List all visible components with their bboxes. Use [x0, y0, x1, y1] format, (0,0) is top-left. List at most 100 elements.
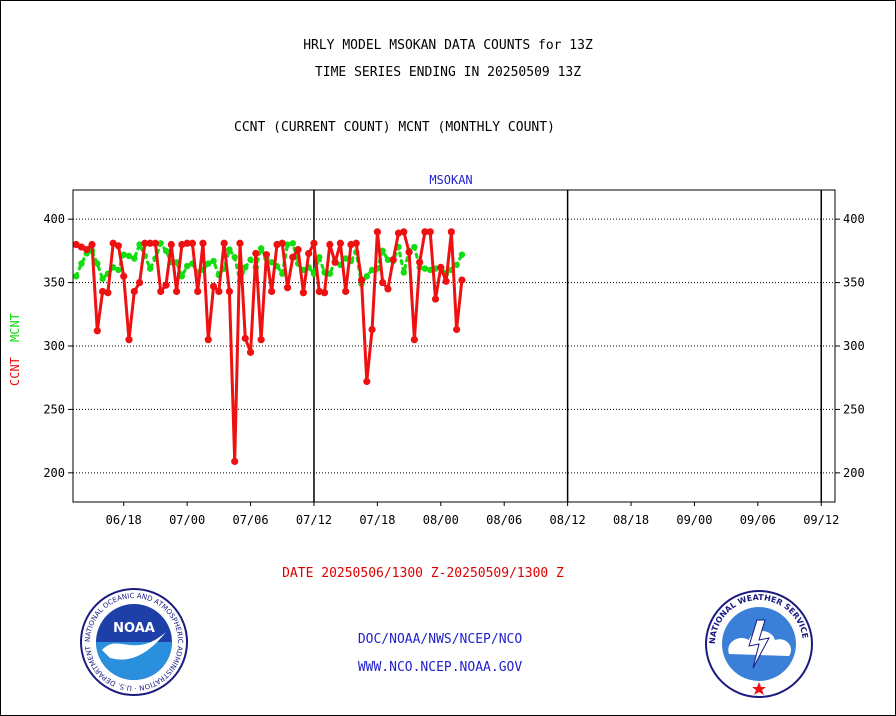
ccnt-data-point	[357, 276, 366, 284]
ccnt-data-point	[104, 289, 112, 297]
ccnt-data-point	[204, 336, 212, 344]
ccnt-data-point	[389, 256, 397, 264]
ccnt-data-point	[268, 287, 276, 296]
mcnt-data-point	[363, 273, 371, 280]
ccnt-data-point	[410, 336, 418, 344]
y-tick-label-right: 250	[843, 402, 865, 416]
x-tick-label: 09/06	[740, 513, 776, 527]
ccnt-data-point	[88, 240, 96, 249]
mcnt-data-point	[384, 256, 392, 263]
ccnt-data-point	[384, 285, 392, 293]
ccnt-data-point	[236, 239, 244, 247]
ccnt-data-point	[157, 287, 165, 296]
x-tick-label: 09/12	[803, 513, 839, 527]
mcnt-data-point	[379, 247, 386, 255]
y-label-mcnt: MCNT	[8, 313, 22, 342]
y-axis-label: CCNT MCNT	[8, 313, 22, 386]
mcnt-data-point	[183, 262, 191, 270]
ccnt-data-point	[188, 239, 197, 247]
y-label-ccnt: CCNT	[8, 357, 22, 386]
ccnt-data-point	[283, 284, 292, 292]
ccnt-data-point	[183, 239, 191, 247]
doc-link[interactable]: DOC/NOAA/NWS/NCEP/NCO	[357, 632, 523, 647]
ccnt-data-point	[220, 239, 228, 247]
mcnt-data-point	[210, 257, 217, 265]
ccnt-data-point	[172, 287, 181, 296]
mcnt-data-point	[421, 265, 429, 272]
series-layer	[72, 228, 466, 466]
chart-series-title: MSOKAN	[429, 173, 472, 187]
website-link[interactable]: WWW.NCO.NCEP.NOAA.GOV	[357, 660, 523, 675]
ccnt-data-point	[114, 242, 123, 250]
mcnt-data-point	[162, 247, 170, 255]
noaa-center-text: NOAA	[113, 621, 155, 636]
ccnt-data-point	[199, 239, 207, 247]
chart-title-line1: HRLY MODEL MSOKAN DATA COUNTS for 13Z	[303, 38, 593, 53]
ccnt-data-point	[162, 281, 170, 289]
ccnt-data-point	[252, 249, 260, 258]
plot-area-frame	[72, 189, 836, 503]
mcnt-data-point	[400, 269, 407, 276]
ccnt-data-point	[294, 246, 302, 254]
mcnt-data-point	[226, 246, 233, 253]
mcnt-data-point	[247, 256, 254, 263]
mcnt-data-point	[316, 254, 323, 261]
mcnt-data-point	[279, 270, 286, 277]
ccnt-data-point	[405, 248, 413, 256]
tick-labels: 200 200 250 250 300 300 350 350 400 400 06/18 07/00…	[43, 212, 864, 527]
x-tick-label: 08/06	[486, 513, 522, 527]
y-tick-label-right: 350	[843, 276, 865, 290]
ccnt-data-point	[246, 348, 255, 356]
mcnt-data-point	[289, 240, 297, 247]
x-tick-label: 08/18	[613, 513, 649, 527]
ccnt-data-point	[421, 228, 429, 236]
ccnt-data-point	[225, 287, 234, 296]
ccnt-data-point	[431, 295, 440, 303]
ccnt-data-point	[289, 253, 297, 261]
ccnt-data-point	[130, 287, 138, 296]
noaa-logo: NOAA NATIONAL OCEANIC AND ATMOSPHERIC AD…	[80, 588, 188, 696]
x-tick-label: 07/00	[169, 513, 205, 527]
ccnt-data-point	[442, 277, 450, 285]
mcnt-data-point	[411, 243, 418, 251]
x-tick-label: 08/12	[550, 513, 586, 527]
y-tick-label-right: 300	[843, 339, 865, 353]
ccnt-data-point	[120, 272, 128, 280]
ccnt-data-point	[363, 377, 371, 386]
mcnt-data-point	[284, 241, 291, 248]
mcnt-data-point	[94, 260, 101, 267]
x-tick-label: 07/06	[232, 513, 268, 527]
mcnt-data-point	[146, 265, 154, 272]
mcnt-data-point	[178, 273, 186, 280]
mcnt-data-point	[453, 261, 460, 269]
mcnt-data-point	[115, 266, 122, 274]
ccnt-series-line	[74, 230, 464, 463]
y-tick-label-left: 350	[43, 276, 65, 290]
nws-logo: NATIONAL WEATHER SERVICE	[705, 590, 813, 698]
mcnt-data-point	[310, 270, 318, 277]
ccnt-data-point	[368, 325, 376, 334]
ccnt-data-point	[257, 336, 265, 344]
ccnt-data-point	[146, 239, 154, 247]
ccnt-data-point	[416, 258, 424, 266]
ccnt-data-point	[373, 228, 381, 236]
ccnt-data-point	[83, 246, 91, 254]
mcnt-data-point	[368, 266, 376, 274]
x-tick-label: 07/18	[359, 513, 395, 527]
ccnt-data-point	[342, 287, 350, 296]
ccnt-data-point	[400, 228, 408, 236]
y-tick-label-right: 400	[843, 212, 865, 226]
ccnt-data-point	[299, 289, 307, 297]
y-tick-label-left: 200	[43, 466, 65, 480]
mcnt-data-point	[120, 251, 127, 258]
mcnt-data-point	[136, 241, 143, 248]
mcnt-data-point	[125, 252, 133, 260]
y-tick-label-left: 250	[43, 402, 65, 416]
mcnt-data-point	[268, 259, 275, 266]
mcnt-data-point	[257, 245, 265, 252]
mcnt-data-point	[205, 260, 212, 267]
x-tick-label: 08/00	[423, 513, 459, 527]
mcnt-data-point	[157, 240, 164, 247]
date-range-label: DATE 20250506/1300 Z-20250509/1300 Z	[282, 566, 564, 581]
chart-subtitle: CCNT (CURRENT COUNT) MCNT (MONTHLY COUNT…	[234, 120, 555, 135]
